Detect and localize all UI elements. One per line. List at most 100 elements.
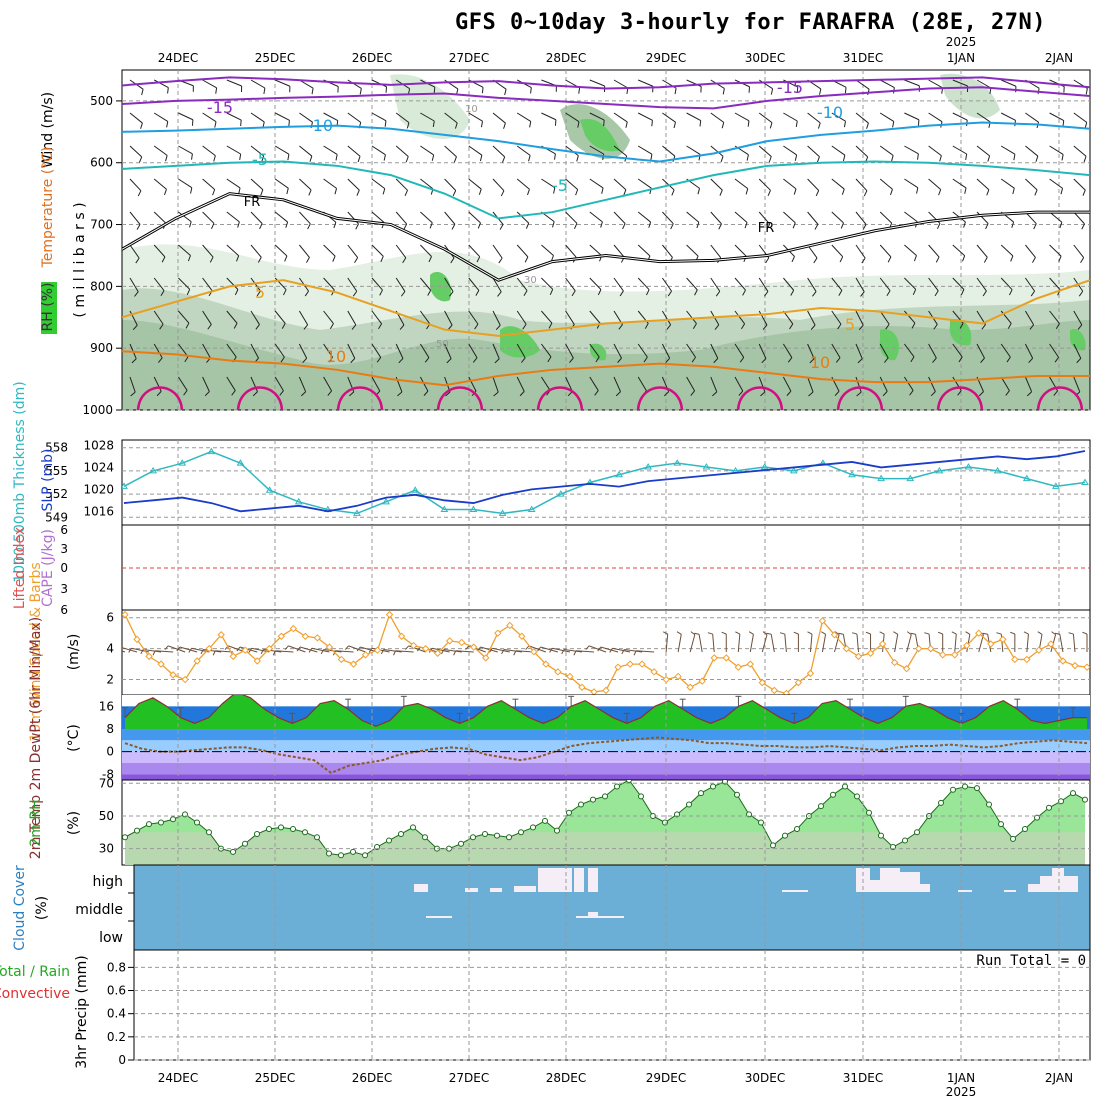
wind-barb (613, 244, 625, 258)
rh-tick-label: 70 (99, 776, 114, 790)
rh-marker (350, 848, 356, 855)
wind-barb-flag (1076, 358, 1082, 364)
wind-barb (565, 277, 576, 292)
rh-marker (422, 834, 428, 841)
wind-barb (492, 277, 502, 292)
wind-barb (855, 178, 868, 192)
rh-marker (482, 830, 488, 837)
temp-tick-label: 0 (106, 745, 114, 759)
wind-barb (455, 650, 474, 653)
wind-barb (782, 343, 793, 358)
wind-barb-flag (779, 632, 785, 635)
wind-barb (541, 343, 552, 358)
wind-barb (710, 244, 722, 258)
thickness-marker (556, 490, 565, 497)
wind-barb (783, 178, 797, 190)
wind-speed-marker (301, 632, 310, 640)
temperature-contour (122, 350, 1090, 387)
wind-barb (226, 277, 239, 290)
wind-barb-flag (550, 255, 554, 262)
date-label-bottom: 28DEC (546, 1071, 586, 1085)
wind-barb-flag (763, 291, 769, 297)
rh-marker (386, 837, 392, 844)
wind-barb (589, 244, 603, 257)
wind-barb (298, 376, 307, 392)
cape-tick-label: 6 (60, 603, 68, 617)
wind-speed-marker (169, 671, 177, 679)
rh-marker (158, 819, 164, 826)
temperature-contour (122, 76, 1090, 90)
wind-barb (749, 634, 754, 653)
thickness-marker (294, 497, 303, 505)
rh-marker (626, 780, 632, 783)
thickness-marker (440, 505, 449, 513)
wind-barb (371, 343, 382, 358)
wind-barb (203, 648, 222, 653)
rh-axis-highlight (41, 282, 57, 334)
wind-barb (348, 645, 366, 653)
wind-barb-flag (595, 356, 600, 363)
thickness-marker (964, 463, 973, 470)
wind-speed-marker (373, 646, 382, 654)
wind-barb (589, 277, 602, 290)
wind-barb-flag (359, 88, 362, 95)
wind-barb (1049, 310, 1060, 324)
rh-marker (662, 819, 668, 826)
wind-speed-marker (518, 632, 526, 640)
wind-barb-flag (766, 632, 772, 635)
wind-barb-flag (1062, 120, 1065, 127)
wind-barb (928, 244, 940, 258)
wind-barb-flag (792, 222, 796, 229)
wind-barb-flag (789, 323, 794, 330)
wind-barb-flag (1083, 156, 1087, 163)
wind-barb-flag (835, 357, 841, 363)
rh-marker (314, 834, 320, 841)
wind-barb (600, 646, 619, 653)
wind-speed-marker (866, 649, 875, 657)
cape-y-ticks: 6 3 0 3 6 (60, 523, 68, 617)
wind-barb (879, 79, 895, 88)
temperature-contour (122, 121, 1090, 163)
precip-tick-label: 0.2 (107, 1030, 126, 1044)
cape-axis-label: CAPE (J/kg) (40, 529, 56, 607)
rh-marker (554, 827, 560, 834)
wind-barb (976, 178, 990, 191)
rh-marker (470, 834, 476, 841)
wind-speed-marker (686, 683, 694, 691)
wind-barb-flag (852, 632, 858, 635)
wind-barb (952, 343, 963, 358)
wind-speed-marker (313, 634, 322, 642)
wind-barb-flag (762, 631, 768, 636)
rh-shading (122, 73, 1090, 410)
wind-barb-flag (252, 391, 258, 397)
precip-total-label: Total / Rain (0, 964, 70, 980)
wind-barb-flag (477, 222, 481, 229)
cape-li-panel: 6 3 0 3 6 Lifted Index CAPE (J/kg) (12, 523, 1091, 617)
thickness-marker (469, 505, 478, 513)
wind-barb (928, 178, 942, 190)
rh-marker (878, 832, 884, 839)
temp-series (122, 695, 1090, 775)
thickness-frame (121, 439, 1091, 526)
thickness-marker (265, 486, 274, 493)
wind-barb (179, 646, 198, 653)
wind-barb (129, 277, 139, 292)
wind-barb (928, 343, 937, 359)
wind-barb (637, 376, 647, 391)
wind-barb-flag (494, 358, 500, 364)
wind-barb-flag (962, 255, 966, 262)
thickness-grid (122, 440, 1090, 525)
wind-speed-marker (626, 660, 634, 668)
wind-barb-flag (489, 647, 493, 653)
wind-barb (928, 112, 943, 123)
slp-tick-label: 1024 (83, 460, 114, 474)
wind-barb-flag (261, 155, 265, 162)
rh-marker (290, 826, 296, 833)
wind-barb-flag (747, 120, 750, 127)
wind-barb (323, 244, 336, 257)
thickness-marker (760, 463, 769, 470)
wind-barb (1049, 343, 1059, 358)
wind-barb-flag (937, 631, 943, 635)
wind-barb (661, 310, 672, 325)
wind-speed-marker (470, 643, 478, 651)
